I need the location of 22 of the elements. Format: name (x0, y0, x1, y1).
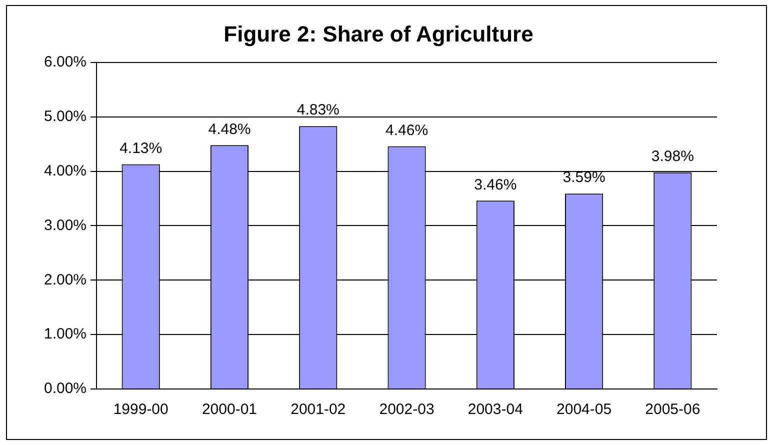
x-tick-label: 2001-02 (290, 401, 346, 418)
y-tick-label: 1.00% (44, 326, 87, 343)
y-tick-label: 2.00% (44, 271, 87, 288)
x-tick-label: 2005-06 (645, 401, 700, 418)
x-tick-label: 2004-05 (556, 401, 612, 418)
x-tick-label: 2003-04 (468, 401, 523, 418)
y-tick-label: 4.00% (44, 162, 87, 180)
x-tick-label: 1999-00 (113, 401, 168, 418)
data-label: 3.59% (562, 169, 606, 186)
data-label: 4.13% (120, 140, 162, 157)
x-tick-label: 2000-01 (202, 401, 258, 418)
data-label: 4.46% (385, 122, 428, 139)
x-tick-label: 2002-03 (379, 401, 434, 418)
data-label: 4.83% (296, 102, 340, 119)
y-tick-label: 3.00% (44, 216, 87, 234)
chart-title: Figure 2: Share of Agriculture (224, 21, 534, 46)
data-label: 3.98% (651, 148, 694, 165)
y-tick-label: 6.00% (44, 54, 87, 71)
data-label: 4.48% (208, 120, 251, 138)
data-label: 3.46% (474, 176, 517, 194)
y-tick-label: 0.00% (44, 380, 87, 398)
y-tick-label: 5.00% (44, 108, 87, 125)
